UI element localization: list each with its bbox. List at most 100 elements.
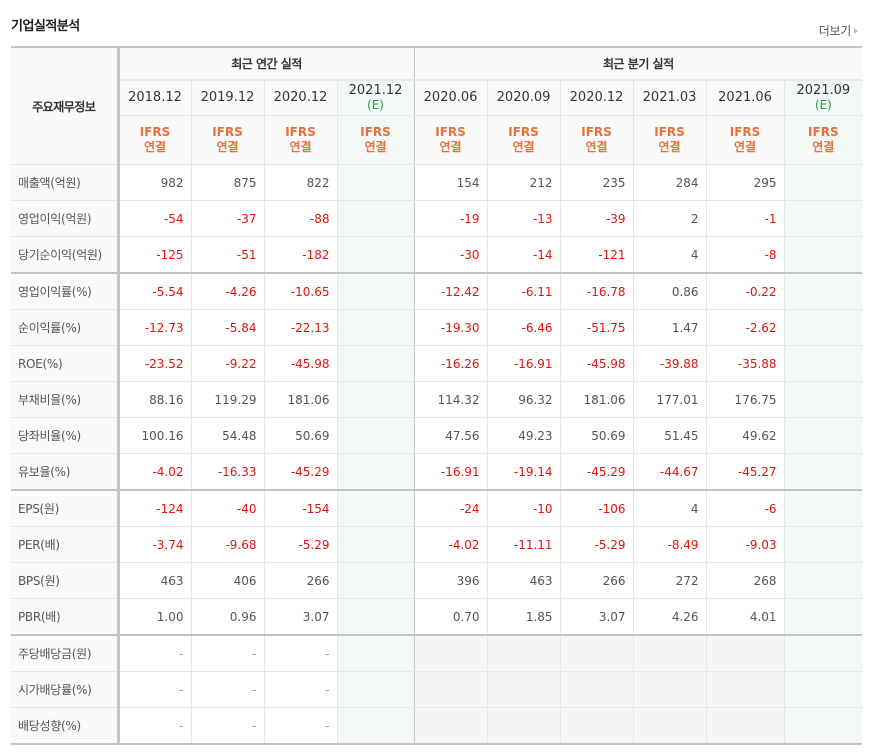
cell-quarterly-4: 268 — [705, 562, 785, 599]
cell-quarterly-1 — [486, 707, 561, 745]
period-date: 2021.06 — [718, 90, 772, 105]
cell-quarterly-2: 235 — [559, 164, 634, 201]
cell-quarterly-3: -39.88 — [632, 345, 707, 382]
cell-quarterly-2: -5.29 — [559, 526, 634, 563]
cell-annual-2: 266 — [263, 562, 338, 599]
annual-group-header: 최근 연간 실적 — [117, 46, 415, 81]
cell-quarterly-2: 181.06 — [559, 381, 634, 418]
cell-quarterly-0: -30 — [413, 236, 488, 274]
cell-quarterly-0 — [413, 707, 488, 745]
cell-annual-1: 875 — [190, 164, 265, 201]
cell-annual-2: -10.65 — [263, 272, 338, 310]
cell-quarterly-2: -106 — [559, 489, 634, 527]
period-header-quarterly-3: 2021.03 — [632, 79, 707, 116]
cell-quarterly-2 — [559, 634, 634, 672]
table-row: EPS(원) -124 -40 -154 -24 -10 -106 4 -6 — [11, 489, 863, 527]
basis-consolidation: 연결 — [512, 140, 535, 154]
table-row: 순이익률(%) -12.73 -5.84 -22.13 -19.30 -6.46 -51.7… — [11, 309, 863, 346]
basis-standard: IFRS — [808, 125, 839, 139]
cell-quarterly-1 — [486, 634, 561, 672]
cell-quarterly-0: -19.30 — [413, 309, 488, 346]
basis-consolidation: 연결 — [439, 140, 462, 154]
table-row: 당좌비율(%) 100.16 54.48 50.69 47.56 49.23 50.69 51… — [11, 417, 863, 454]
cell-annual-0: 463 — [117, 562, 192, 599]
cell-quarterly-3: 4 — [632, 236, 707, 274]
cell-quarterly-2: -45.29 — [559, 453, 634, 491]
cell-quarterly-3 — [632, 634, 707, 672]
cell-quarterly-2: -51.75 — [559, 309, 634, 346]
cell-annual-3 — [336, 562, 415, 599]
period-header-annual-1: 2019.12 — [190, 79, 265, 116]
cell-quarterly-2: -45.98 — [559, 345, 634, 382]
basis-standard: IFRS — [508, 125, 539, 139]
label-column-header: 주요재무정보 — [11, 46, 120, 165]
cell-annual-2: - — [263, 707, 338, 745]
cell-quarterly-1: -6.11 — [486, 272, 561, 310]
period-date: 2018.12 — [128, 90, 182, 105]
cell-quarterly-5 — [783, 417, 863, 454]
cell-annual-2: -45.98 — [263, 345, 338, 382]
row-label: EPS(원) — [11, 489, 120, 527]
cell-annual-1: -9.68 — [190, 526, 265, 563]
row-label: PER(배) — [11, 526, 120, 563]
basis-label: IFRS 연결 — [705, 115, 785, 165]
table-row: 영업이익(억원) -54 -37 -88 -19 -13 -39 2 -1 — [11, 200, 863, 237]
table-row: 매출액(억원) 982 875 822 154 212 235 284 295 — [11, 164, 863, 201]
cell-annual-2: - — [263, 671, 338, 708]
cell-annual-2: -154 — [263, 489, 338, 527]
cell-quarterly-3: 4 — [632, 489, 707, 527]
cell-quarterly-0: 47.56 — [413, 417, 488, 454]
cell-quarterly-1: -19.14 — [486, 453, 561, 491]
cell-quarterly-5 — [783, 272, 863, 310]
basis-label: IFRS 연결 — [413, 115, 488, 165]
cell-annual-0: - — [117, 707, 192, 745]
cell-annual-0: -124 — [117, 489, 192, 527]
basis-standard: IFRS — [435, 125, 466, 139]
period-header-quarterly-5: 2021.09 (E) — [783, 79, 863, 116]
cell-annual-1: -5.84 — [190, 309, 265, 346]
cell-annual-0: -4.02 — [117, 453, 192, 491]
cell-quarterly-5 — [783, 634, 863, 672]
table-row: 유보율(%) -4.02 -16.33 -45.29 -16.91 -19.14 -45.2… — [11, 453, 863, 491]
cell-annual-3 — [336, 345, 415, 382]
row-label: 당기순이익(억원) — [11, 236, 120, 274]
table-row: PBR(배) 1.00 0.96 3.07 0.70 1.85 3.07 4.26 4.01 — [11, 598, 863, 636]
cell-quarterly-5 — [783, 453, 863, 491]
row-label: 부채비율(%) — [11, 381, 120, 418]
cell-annual-0: -3.74 — [117, 526, 192, 563]
cell-quarterly-1: 49.23 — [486, 417, 561, 454]
period-header-annual-3: 2021.12 (E) — [336, 79, 415, 116]
cell-annual-2: -5.29 — [263, 526, 338, 563]
row-label: 배당성향(%) — [11, 707, 120, 745]
more-link[interactable]: 더보기 — [819, 22, 858, 39]
cell-quarterly-0: 0.70 — [413, 598, 488, 636]
row-label: BPS(원) — [11, 562, 120, 599]
cell-quarterly-2: -121 — [559, 236, 634, 274]
row-label: PBR(배) — [11, 598, 120, 636]
cell-quarterly-4 — [705, 707, 785, 745]
estimate-badge: (E) — [814, 98, 832, 112]
period-header-quarterly-4: 2021.06 — [705, 79, 785, 116]
cell-quarterly-0 — [413, 634, 488, 672]
cell-annual-3 — [336, 164, 415, 201]
period-date: 2020.12 — [273, 90, 328, 105]
basis-standard: IFRS — [654, 125, 685, 139]
table-row: 영업이익률(%) -5.54 -4.26 -10.65 -12.42 -6.11 -16.7… — [11, 272, 863, 310]
cell-quarterly-3: 4.26 — [632, 598, 707, 636]
basis-label: IFRS 연결 — [117, 115, 192, 165]
basis-standard: IFRS — [285, 125, 316, 139]
cell-annual-0: -125 — [117, 236, 192, 274]
cell-annual-3 — [336, 598, 415, 636]
cell-quarterly-4: -35.88 — [705, 345, 785, 382]
cell-quarterly-0 — [413, 671, 488, 708]
row-label: 순이익률(%) — [11, 309, 120, 346]
estimate-badge: (E) — [367, 98, 384, 112]
cell-quarterly-1: -6.46 — [486, 309, 561, 346]
cell-annual-2: - — [263, 634, 338, 672]
cell-annual-1: -40 — [190, 489, 265, 527]
basis-standard: IFRS — [729, 125, 761, 139]
table-row: 부채비율(%) 88.16 119.29 181.06 114.32 96.32 181.0… — [11, 381, 863, 418]
cell-annual-0: -5.54 — [117, 272, 192, 310]
cell-quarterly-4: -9.03 — [705, 526, 785, 563]
basis-standard: IFRS — [139, 125, 171, 139]
